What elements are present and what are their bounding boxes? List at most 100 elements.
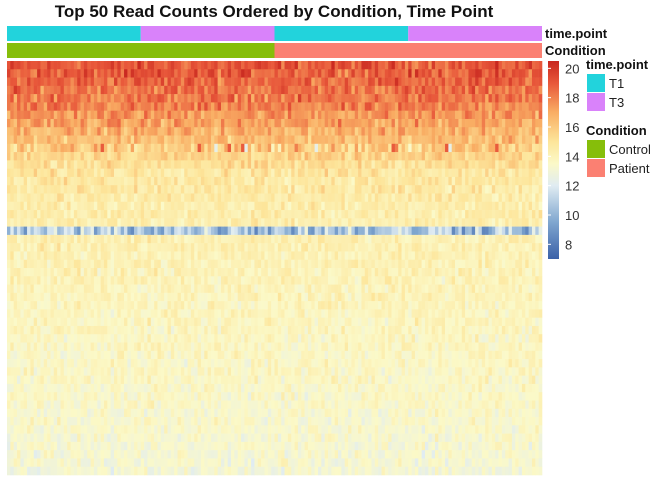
- heatmap-cell: [50, 234, 55, 244]
- heatmap-cell: [404, 268, 409, 277]
- heatmap-cell: [164, 226, 168, 236]
- heatmap-cell: [438, 110, 442, 120]
- heatmap-cell: [508, 243, 513, 252]
- heatmap-cell: [264, 210, 269, 219]
- heatmap-cell: [445, 243, 449, 252]
- heatmap-cell: [284, 102, 289, 111]
- heatmap-cell: [371, 276, 376, 285]
- heatmap-cell: [475, 61, 479, 70]
- heatmap-cell: [180, 152, 185, 161]
- heatmap-cell: [505, 143, 509, 153]
- heatmap-cell: [448, 251, 453, 261]
- heatmap-cell: [304, 226, 309, 236]
- heatmap-cell: [528, 135, 533, 145]
- heatmap-cell: [184, 118, 188, 128]
- heatmap-cell: [471, 226, 476, 236]
- heatmap-cell: [391, 61, 396, 70]
- heatmap-cell: [110, 259, 115, 269]
- heatmap-cell: [381, 168, 386, 178]
- heatmap-cell: [40, 317, 45, 327]
- heatmap-cell: [247, 85, 252, 95]
- heatmap-cell: [488, 176, 493, 186]
- heatmap-cell: [7, 284, 11, 294]
- heatmap-cell: [27, 276, 31, 285]
- heatmap-cell: [77, 110, 81, 120]
- heatmap-cell: [244, 176, 249, 186]
- heatmap-cell: [130, 268, 135, 277]
- heatmap-cell: [87, 127, 91, 136]
- heatmap-cell: [227, 251, 232, 261]
- heatmap-cell: [411, 94, 416, 103]
- heatmap-cell: [411, 102, 416, 111]
- heatmap-cell: [378, 201, 382, 211]
- heatmap-cell: [170, 77, 175, 87]
- heatmap-cell: [120, 234, 125, 244]
- heatmap-cell: [518, 102, 523, 111]
- heatmap-cell: [264, 152, 269, 161]
- heatmap-cell: [117, 193, 121, 203]
- heatmap-cell: [438, 94, 442, 103]
- heatmap-cell: [297, 77, 302, 87]
- heatmap-cell: [485, 85, 489, 95]
- heatmap-cell: [398, 61, 402, 70]
- heatmap-cell: [67, 309, 71, 318]
- heatmap-cell: [214, 185, 218, 194]
- heatmap-cell: [227, 193, 232, 203]
- heatmap-cell: [478, 152, 483, 161]
- heatmap-cell: [190, 218, 195, 227]
- heatmap-cell: [341, 185, 346, 194]
- heatmap-cell: [481, 193, 486, 203]
- heatmap-cell: [63, 185, 68, 194]
- heatmap-cell: [144, 292, 148, 302]
- heatmap-cell: [234, 85, 239, 95]
- heatmap-cell: [525, 127, 529, 136]
- heatmap-cell: [424, 152, 429, 161]
- heatmap-cell: [83, 268, 88, 277]
- heatmap-cell: [535, 251, 539, 261]
- heatmap-cell: [180, 176, 185, 186]
- heatmap-cell: [117, 234, 121, 244]
- heatmap-cell: [535, 301, 539, 310]
- heatmap-cell: [114, 168, 118, 178]
- heatmap-cell: [528, 276, 533, 285]
- heatmap-cell: [200, 210, 205, 219]
- heatmap-cell: [448, 201, 453, 211]
- heatmap-cell: [328, 61, 332, 70]
- heatmap-cell: [264, 284, 269, 294]
- heatmap-cell: [57, 160, 61, 169]
- heatmap-cell: [57, 259, 61, 269]
- heatmap-cell: [134, 210, 138, 219]
- heatmap-cell: [244, 94, 249, 103]
- heatmap-cell: [103, 127, 108, 136]
- heatmap-cell: [358, 168, 362, 178]
- heatmap-cell: [491, 218, 496, 227]
- heatmap-cell: [93, 218, 98, 227]
- heatmap-cell: [227, 135, 232, 145]
- heatmap-cell: [57, 168, 61, 178]
- heatmap-cell: [331, 85, 335, 95]
- heatmap-cell: [287, 193, 292, 203]
- heatmap-cell: [194, 85, 198, 95]
- heatmap-cell: [287, 234, 292, 244]
- heatmap-cell: [485, 176, 489, 186]
- heatmap-cell: [351, 193, 356, 203]
- heatmap-cell: [515, 284, 519, 294]
- heatmap-cell: [30, 77, 35, 87]
- heatmap-cell: [40, 118, 45, 128]
- heatmap-cell: [154, 143, 158, 153]
- heatmap-cell: [461, 168, 466, 178]
- heatmap-cell: [204, 118, 208, 128]
- heatmap-cell: [411, 201, 416, 211]
- heatmap-cell: [458, 135, 463, 145]
- heatmap-cell: [251, 94, 255, 103]
- heatmap-cell: [100, 259, 105, 269]
- heatmap-cell: [361, 259, 366, 269]
- heatmap-cell: [287, 118, 292, 128]
- heatmap-cell: [160, 85, 165, 95]
- heatmap-cell: [458, 226, 463, 236]
- heatmap-cell: [287, 201, 292, 211]
- heatmap-cell: [204, 276, 208, 285]
- heatmap-cell: [87, 201, 91, 211]
- heatmap-cell: [421, 143, 426, 153]
- heatmap-cell: [388, 127, 392, 136]
